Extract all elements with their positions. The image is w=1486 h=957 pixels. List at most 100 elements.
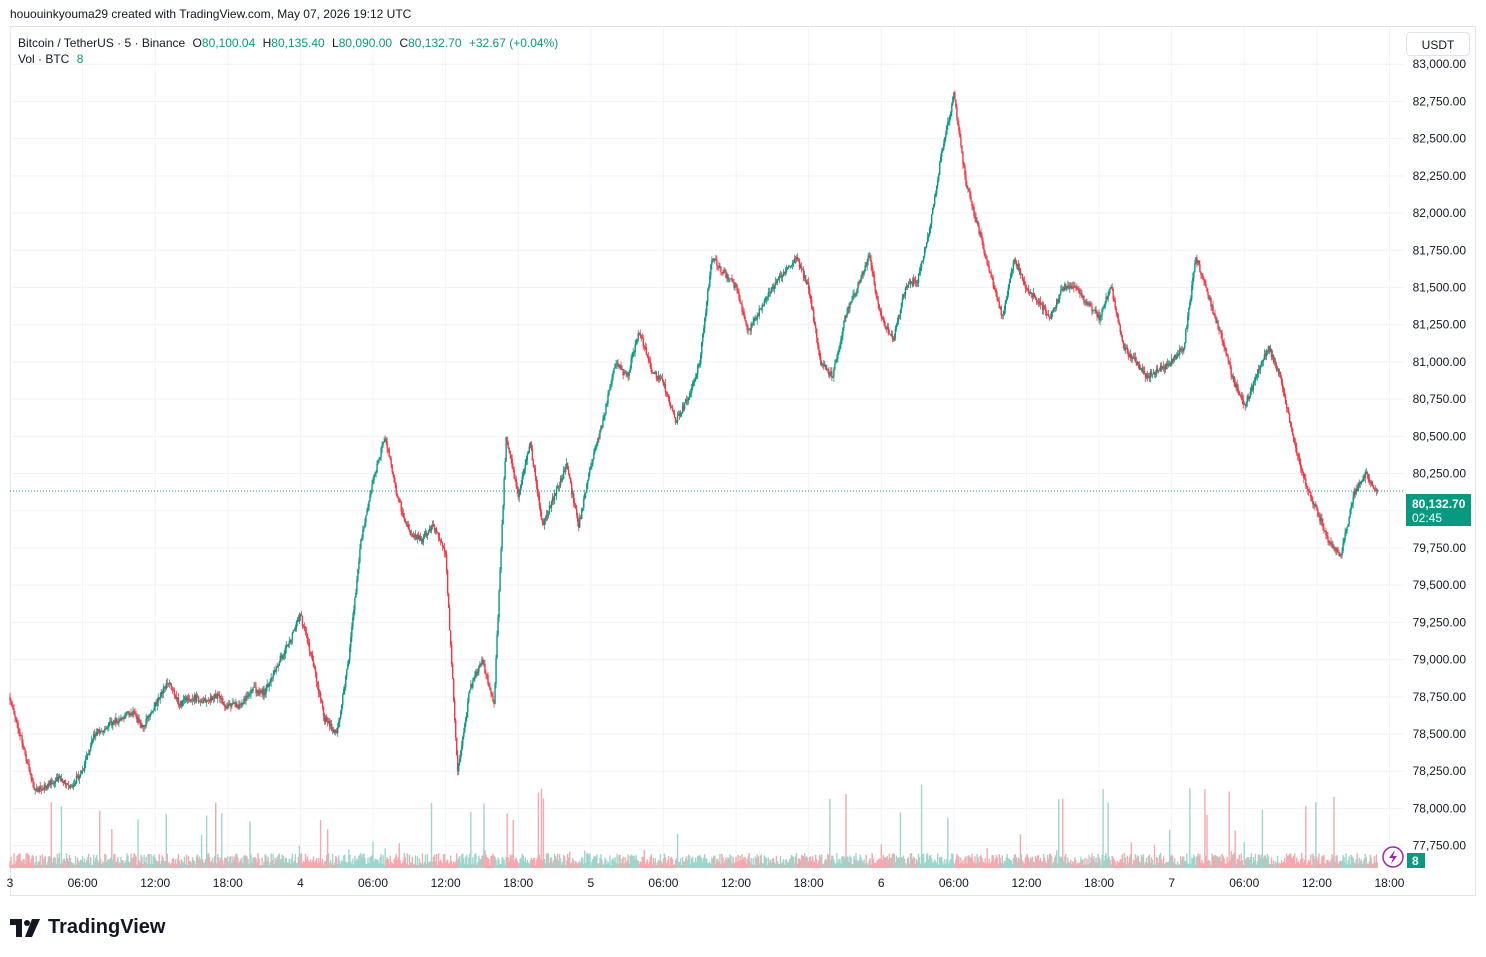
candle [613, 367, 615, 375]
volume-bar [1376, 862, 1379, 868]
volume-bar [1246, 856, 1248, 868]
candle [1060, 285, 1062, 296]
candle [407, 520, 410, 530]
candle [34, 788, 36, 795]
candle [147, 714, 149, 722]
volume-bar [171, 859, 174, 868]
candle [1106, 296, 1108, 301]
volume-bar [258, 858, 260, 868]
candle [44, 783, 46, 791]
volume-bar [581, 857, 583, 868]
candle [1114, 297, 1116, 310]
symbol-title[interactable]: Bitcoin / TetherUS · 5 · Binance [18, 36, 186, 50]
volume-bar [194, 864, 197, 868]
candle [688, 390, 691, 401]
volume-bar [356, 858, 358, 868]
candle [11, 701, 13, 708]
volume-bar [357, 859, 359, 868]
volume-bar [780, 863, 783, 868]
volume-bar [589, 853, 591, 868]
volume-bar [472, 856, 474, 868]
volume-bar [597, 863, 599, 868]
candle [1328, 540, 1330, 546]
candle [836, 354, 838, 363]
volume-bar [518, 862, 520, 868]
volume-bar [669, 858, 672, 868]
volume-bar [1221, 853, 1223, 868]
candle [631, 352, 633, 364]
volume-bar [752, 858, 754, 868]
candle [593, 448, 595, 461]
volume-bar [138, 860, 140, 868]
candle [482, 657, 484, 665]
candle [523, 468, 525, 476]
volume-bar [140, 854, 142, 868]
volume-bar [196, 854, 199, 868]
volume-bar [1197, 853, 1199, 868]
volume-bar [800, 854, 803, 868]
candle [1040, 302, 1043, 306]
volume-bar [406, 853, 409, 868]
volume-bar [1008, 858, 1011, 868]
volume-bar [397, 856, 399, 868]
volume-bar [80, 859, 83, 868]
volume-bar [1028, 861, 1031, 868]
candle [1024, 281, 1027, 294]
candle [291, 632, 294, 645]
candle [1215, 315, 1217, 324]
volume-bar [1238, 854, 1240, 868]
volume-bar [322, 864, 325, 868]
volume-bar [229, 856, 231, 868]
candle [10, 698, 12, 706]
volume-bar [1019, 834, 1022, 868]
candle [896, 317, 899, 327]
lightning-icon[interactable] [1382, 846, 1404, 868]
candle [627, 372, 629, 382]
volume-bar [298, 845, 301, 868]
volume-bar [478, 855, 480, 868]
candle [332, 726, 335, 733]
candle [409, 530, 412, 536]
candle [997, 297, 999, 302]
tradingview-logo[interactable]: TradingView [10, 916, 165, 939]
candle [266, 679, 268, 692]
volume-bar [494, 856, 496, 868]
candle [576, 505, 578, 519]
candle [51, 778, 54, 785]
candle [1107, 291, 1109, 303]
volume-bar [1167, 861, 1170, 868]
candle [71, 783, 74, 789]
volume-bar [592, 858, 594, 868]
volume-bar [270, 853, 272, 868]
volume-bar [384, 848, 386, 868]
candle [276, 662, 278, 669]
volume-bar [36, 864, 38, 868]
price-tick-label: 77,750.00 [1413, 839, 1467, 853]
currency-button[interactable]: USDT [1406, 32, 1470, 56]
volume-bar [701, 858, 703, 868]
volume-bar [1015, 857, 1018, 868]
volume-bar [1198, 855, 1200, 868]
volume-bar [783, 864, 786, 868]
candle [669, 401, 672, 410]
time-tick-label: 5 [587, 876, 594, 890]
time-tick-label: 18:00 [794, 876, 824, 890]
volume-bar [864, 863, 866, 868]
candle [492, 691, 494, 703]
candle [310, 651, 313, 659]
candle [1183, 347, 1185, 354]
volume-bar [410, 862, 413, 868]
volume-bar [508, 860, 510, 868]
candle [1140, 367, 1143, 372]
volume-bar [230, 855, 232, 868]
candle [222, 695, 224, 705]
volume-bar [1369, 854, 1372, 868]
candle [924, 246, 927, 253]
candle [1376, 488, 1379, 494]
volume-bar [833, 859, 835, 868]
volume-bar [211, 857, 214, 868]
candle [1259, 364, 1262, 375]
volume-bar [359, 854, 361, 868]
candle [532, 458, 535, 468]
